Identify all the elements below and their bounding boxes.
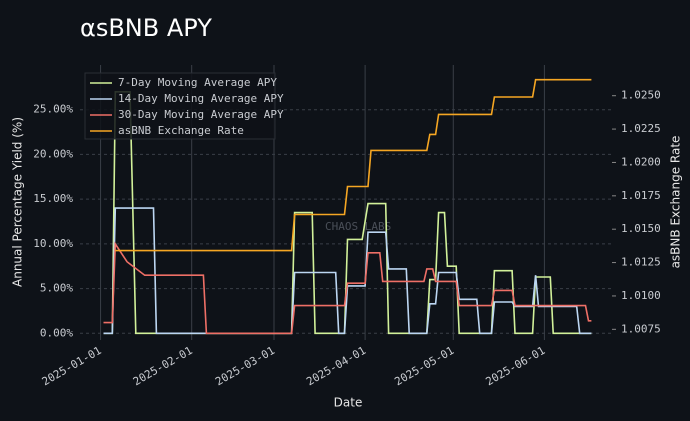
chart-title: αsBNB APY [80, 14, 212, 42]
y2-tick-label: 1.0175 [621, 189, 661, 202]
y2-tick-label: 1.0125 [621, 256, 661, 269]
legend-label: 7-Day Moving Average APY [118, 76, 277, 89]
y2-tick-label: 1.0250 [621, 89, 661, 102]
series-line [103, 207, 592, 335]
y2-tick-label: 1.0200 [621, 155, 661, 168]
y2-tick-label: 1.0075 [621, 322, 661, 335]
y-tick-label: 20.00% [33, 147, 73, 160]
x-tick-label: 2025-04-01 [304, 344, 368, 388]
y-tick-label: 5.00% [40, 282, 73, 295]
y2-axis-label: asBNB Exchange Rate [669, 136, 683, 269]
x-tick-label: 2025-02-01 [131, 344, 195, 388]
y-tick-label: 15.00% [33, 192, 73, 205]
legend-label: 14-Day Moving Average APY [118, 92, 284, 105]
legend-box [84, 72, 276, 140]
x-tick-label: 2025-03-01 [213, 344, 277, 388]
legend-label: asBNB Exchange Rate [118, 124, 244, 137]
x-tick-label: 2025-05-01 [392, 344, 456, 388]
y2-tick-label: 1.0225 [621, 122, 661, 135]
y-tick-label: 0.00% [40, 326, 73, 339]
x-tick-label: 2025-06-01 [484, 344, 548, 388]
y-tick-label: 10.00% [33, 237, 73, 250]
x-axis-label: Date [334, 396, 363, 410]
y2-tick-label: 1.0100 [621, 289, 661, 302]
legend-label: 30-Day Moving Average APY [118, 108, 284, 121]
series-line [103, 241, 592, 335]
x-tick-label: 2025-01-01 [40, 344, 104, 388]
y-axis-label: Annual Percentage Yield (%) [11, 117, 25, 287]
y2-tick-label: 1.0150 [621, 222, 661, 235]
y-tick-label: 25.00% [33, 103, 73, 116]
watermark: CHAOS LABS [325, 220, 391, 233]
series-line [115, 78, 592, 252]
